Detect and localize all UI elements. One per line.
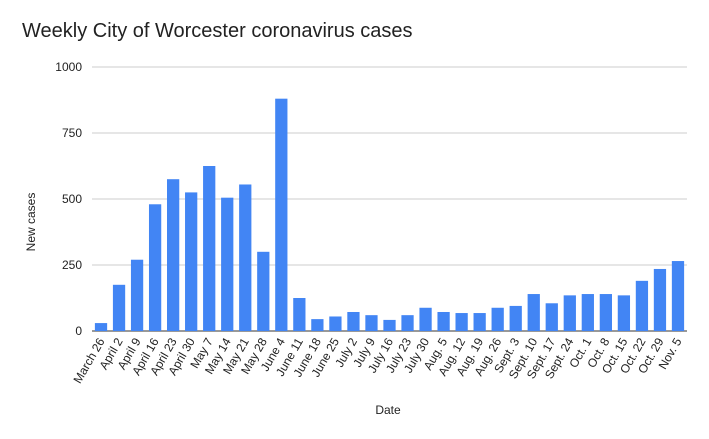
bar [599, 294, 612, 331]
bar [653, 268, 667, 331]
bar [347, 311, 360, 331]
bar [94, 323, 108, 331]
bar [491, 307, 504, 331]
bar [167, 179, 180, 331]
x-axis-label: Date [375, 403, 401, 417]
bar [112, 284, 126, 331]
bar [455, 313, 468, 331]
bar [311, 319, 324, 331]
bar [419, 307, 432, 331]
bar [329, 316, 342, 331]
bar [148, 204, 162, 331]
bar [671, 261, 685, 331]
bar [130, 259, 144, 331]
y-axis-label: New cases [24, 193, 38, 252]
bar [545, 303, 558, 331]
bar [581, 294, 594, 331]
y-tick-label: 1000 [55, 60, 82, 74]
bar [239, 184, 252, 331]
bar [275, 98, 288, 332]
bar [185, 192, 198, 331]
gridlines [92, 66, 687, 332]
bar [527, 294, 540, 331]
bar [221, 197, 234, 331]
bar [401, 315, 414, 331]
y-axis-ticks: 0 250 500 750 1000 [55, 60, 82, 338]
y-tick-label: 500 [62, 192, 82, 206]
bar [509, 305, 522, 331]
chart-title: Weekly City of Worcester coronavirus cas… [22, 20, 413, 42]
bar [365, 315, 378, 331]
bar [383, 319, 396, 331]
bar [257, 251, 270, 331]
bar [635, 280, 649, 331]
bars [94, 98, 685, 332]
bar [293, 298, 306, 331]
bar [617, 295, 631, 331]
bar [437, 311, 450, 331]
y-tick-label: 0 [75, 324, 82, 338]
bar [563, 295, 576, 331]
bar [203, 166, 216, 331]
bar [473, 313, 486, 331]
y-tick-label: 250 [62, 258, 82, 272]
y-tick-label: 750 [62, 126, 82, 140]
